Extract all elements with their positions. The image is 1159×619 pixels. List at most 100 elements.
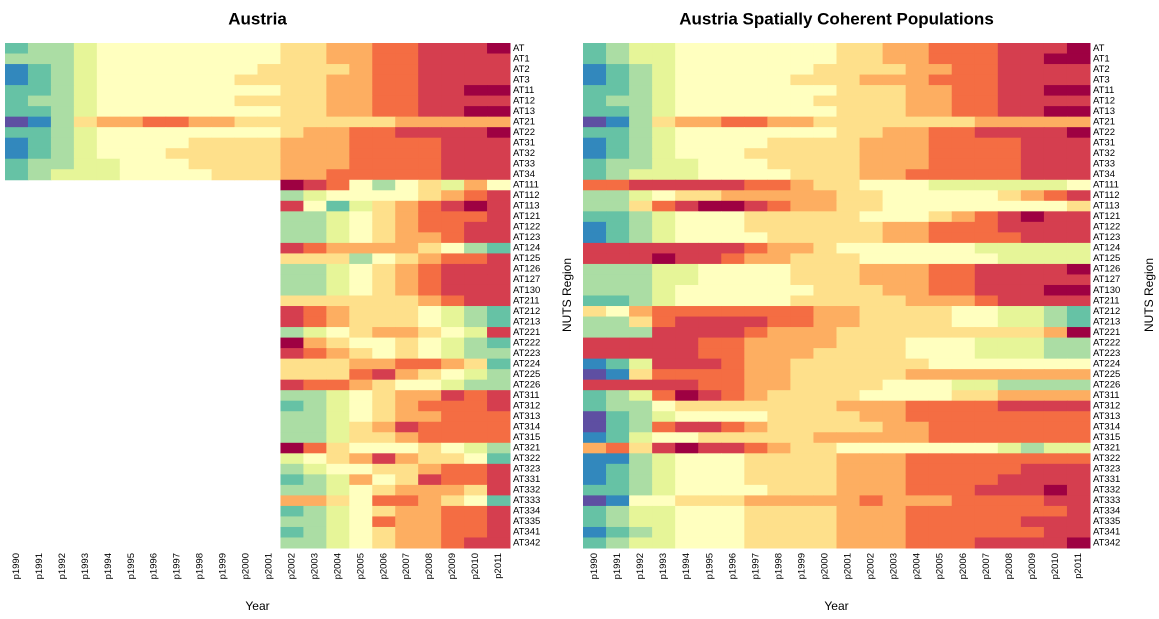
heat-cell	[859, 274, 884, 286]
y-tick-label: AT321	[513, 443, 540, 454]
heat-cell	[882, 137, 907, 149]
heat-cell	[280, 64, 304, 76]
heat-cell	[813, 484, 837, 496]
y-tick-label: AT221	[513, 327, 540, 338]
heat-cell	[372, 442, 396, 454]
heat-cell	[836, 411, 861, 423]
heat-cell	[372, 232, 396, 244]
heat-cell	[882, 369, 907, 381]
heat-cell	[652, 284, 676, 296]
heat-cell	[974, 379, 999, 391]
heat-cell	[349, 284, 373, 296]
heat-cell	[698, 526, 722, 538]
heat-cell	[951, 474, 976, 486]
heat-cell	[675, 442, 699, 454]
heat-cell	[721, 53, 745, 65]
heat-cell	[583, 200, 607, 212]
heat-cell	[698, 484, 722, 496]
heat-cell	[859, 127, 884, 139]
heat-cell	[1066, 358, 1091, 370]
heat-cell	[905, 432, 930, 444]
heat-cell	[5, 53, 29, 65]
y-axis-label: NUTS Region	[560, 258, 574, 332]
heat-cell	[1020, 148, 1045, 160]
heat-cell	[441, 190, 465, 202]
heat-cell	[997, 179, 1022, 191]
heat-cell	[303, 379, 327, 391]
heat-cell	[441, 64, 465, 76]
heat-cell	[721, 43, 745, 55]
heat-cell	[487, 211, 511, 223]
heat-cell	[790, 43, 814, 55]
heat-cell	[349, 379, 373, 391]
heat-cell	[487, 169, 511, 181]
heat-cell	[1066, 537, 1091, 549]
heat-cell	[1043, 221, 1068, 233]
heat-cell	[326, 253, 350, 265]
heat-cell	[928, 516, 953, 528]
heat-cell	[744, 463, 768, 475]
heat-cell	[859, 95, 884, 107]
heat-cell	[280, 148, 304, 160]
y-tick-label: AT341	[1093, 527, 1120, 538]
heat-cell	[790, 432, 814, 444]
heat-cell	[698, 274, 722, 286]
heat-cell	[487, 158, 511, 170]
heat-cell	[951, 74, 976, 86]
heat-cell	[629, 442, 653, 454]
heat-cell	[606, 242, 630, 254]
heat-cell	[951, 43, 976, 55]
heat-cell	[767, 400, 791, 412]
heat-cell	[487, 284, 511, 296]
heat-cell	[96, 85, 121, 97]
heat-cell	[836, 85, 861, 97]
heat-cell	[675, 106, 699, 118]
heat-cell	[951, 221, 976, 233]
heat-cell	[997, 74, 1022, 86]
heat-cell	[951, 337, 976, 349]
heat-cell	[188, 116, 213, 128]
heat-cell	[372, 369, 396, 381]
heat-cell	[652, 411, 676, 423]
heat-cell	[606, 200, 630, 212]
heat-cell	[997, 158, 1022, 170]
heat-cell	[487, 74, 511, 86]
heat-cell	[836, 505, 861, 517]
heat-cell	[1020, 411, 1045, 423]
heat-cell	[698, 137, 722, 149]
heat-cell	[418, 421, 442, 433]
heat-cell	[73, 106, 98, 118]
heat-cell	[951, 379, 976, 391]
heat-cell	[1020, 306, 1045, 318]
y-tick-label: AT331	[513, 474, 540, 485]
heat-cell	[836, 263, 861, 275]
heat-cell	[652, 95, 676, 107]
heat-cell	[303, 316, 327, 328]
heat-cell	[675, 190, 699, 202]
heat-cell	[767, 284, 791, 296]
heat-cell	[721, 379, 745, 391]
heat-cell	[698, 432, 722, 444]
heat-cell	[27, 116, 52, 128]
heat-cell	[1066, 211, 1091, 223]
heat-cell	[1066, 190, 1091, 202]
heat-cell	[928, 505, 953, 517]
heat-cell	[303, 253, 327, 265]
heat-cell	[997, 242, 1022, 254]
heat-cell	[326, 85, 350, 97]
heat-cell	[997, 64, 1022, 76]
heat-cell	[372, 253, 396, 265]
x-tick-label: p2008	[1004, 553, 1015, 579]
heat-cell	[1020, 263, 1045, 275]
heat-cell	[1043, 200, 1068, 212]
heat-cell	[280, 158, 304, 170]
heat-cell	[744, 53, 768, 65]
heat-cell	[27, 106, 52, 118]
heat-cell	[859, 137, 884, 149]
heat-cell	[1020, 484, 1045, 496]
y-tick-label: AT34	[513, 169, 535, 180]
heat-cell	[326, 400, 350, 412]
heat-cell	[859, 421, 884, 433]
heat-cell	[142, 137, 167, 149]
heat-cell	[767, 116, 791, 128]
